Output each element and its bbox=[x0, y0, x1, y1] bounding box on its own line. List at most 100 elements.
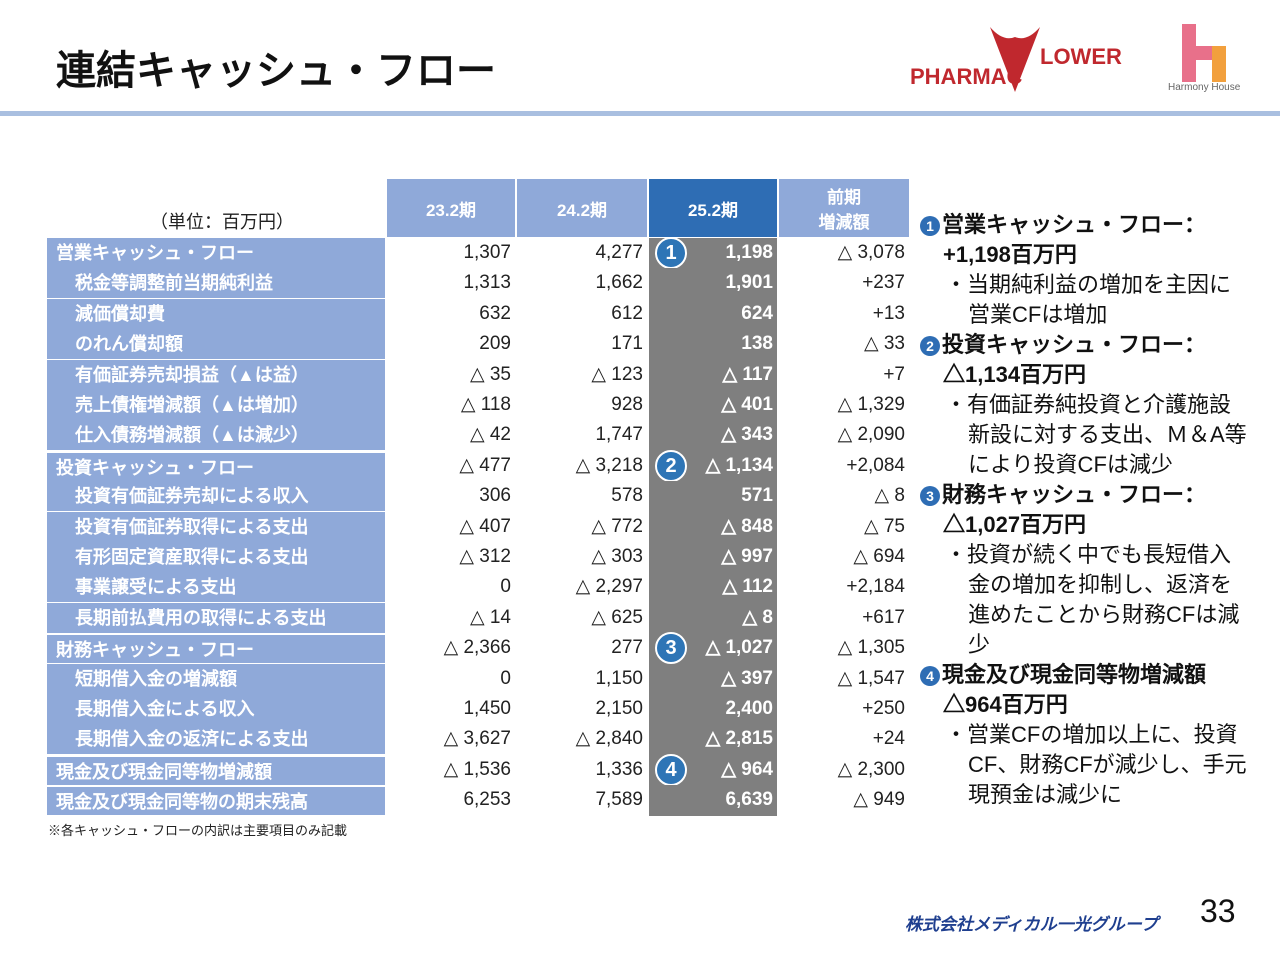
unit: （単位：百万円） bbox=[150, 212, 294, 232]
badge: 1 bbox=[655, 237, 687, 269]
note: ※各キャッシュ・フローの内訳は主要項目のみ記載 bbox=[48, 823, 348, 838]
cell-value: +13 bbox=[872, 302, 905, 324]
cell-value: 928 bbox=[611, 394, 643, 415]
cell-value: 2,150 bbox=[595, 698, 643, 719]
cell-value: △ 1,305 bbox=[837, 637, 905, 659]
heading-text: 投資キャッシュ・フロー： bbox=[942, 332, 1207, 357]
sidebar-body: ・投資が続く中でも長短借入金の増加を抑制し、返済を進めたことから財務CFは減少 bbox=[945, 542, 1240, 657]
logo-right: LOWER bbox=[1040, 44, 1122, 69]
cell-value: △ 625 bbox=[591, 606, 643, 628]
column-header: 前期 増減額 bbox=[779, 179, 909, 237]
cell-value: △ 8 bbox=[874, 485, 905, 507]
title: 連結キャッシュ・フロー bbox=[56, 49, 496, 93]
cell-value: 0 bbox=[500, 576, 511, 598]
cell-value: △ 694 bbox=[853, 546, 905, 567]
cell-value: △ 2,366 bbox=[443, 637, 511, 659]
cell-value: 306 bbox=[479, 485, 511, 507]
row-label: 有形固定資産取得による支出 bbox=[47, 542, 385, 572]
column-header-line: 前期 bbox=[827, 188, 861, 207]
cell-value: 571 bbox=[649, 481, 777, 513]
sidebar-body: ・当期純利益の増加を主因に営業CFは増加 bbox=[945, 272, 1232, 327]
cell-value: △ 33 bbox=[863, 333, 905, 355]
cell-value: △ 118 bbox=[460, 394, 511, 415]
cell-value: 0 bbox=[500, 667, 511, 689]
row-label: 財務キャッシュ・フロー bbox=[47, 633, 385, 664]
cell-value: 4,277 bbox=[595, 242, 643, 263]
cell-value: △ 35 bbox=[469, 363, 511, 385]
cell-value: △ 2,090 bbox=[837, 424, 905, 446]
row-label: 売上債権増減額（▲は増加） bbox=[47, 390, 385, 420]
heading-text: 営業キャッシュ・フロー： bbox=[942, 212, 1207, 237]
cell-value: △ 123 bbox=[591, 363, 643, 385]
row-label: 事業譲受による支出 bbox=[47, 572, 385, 603]
number-circle: 2 bbox=[920, 336, 940, 357]
cell-value: 1,662 bbox=[595, 272, 643, 294]
sidebar-body: ・営業CFの増加以上に、投資CF、財務CFが減少し、手元現預金は減少に bbox=[945, 722, 1247, 807]
badge: 3 bbox=[655, 632, 687, 665]
cell-value: △ 14 bbox=[469, 606, 511, 628]
logo-flower bbox=[990, 27, 1040, 92]
row-label: 長期借入金の返済による支出 bbox=[47, 724, 385, 755]
row-label: 長期借入金による収入 bbox=[47, 694, 385, 724]
cell-value: △ 3,627 bbox=[443, 728, 511, 750]
badge: 4 bbox=[655, 753, 687, 786]
cell-value: 1,336 bbox=[595, 758, 643, 780]
row-label: 投資キャッシュ・フロー bbox=[47, 450, 385, 481]
header-rule bbox=[0, 111, 1280, 116]
cell-value: △ 2,840 bbox=[575, 728, 643, 750]
cell-value: △ 2,297 bbox=[575, 576, 643, 598]
column-header: 24.2期 bbox=[517, 179, 647, 237]
sidebar-body: ・有価証券純投資と介護施設新設に対する支出、Ｍ＆A等により投資CFは減少 bbox=[945, 392, 1247, 477]
sidebar-heading: 2 投資キャッシュ・フロー： bbox=[920, 330, 1260, 360]
cell-value: △ 407 bbox=[459, 515, 511, 537]
sidebar: 1 営業キャッシュ・フロー： +1,198百万円 ・当期純利益の増加を主因に営業CFは… bbox=[920, 210, 1260, 810]
cell-value: 171 bbox=[611, 333, 643, 355]
page-number: 33 bbox=[1200, 893, 1236, 929]
sidebar-amount: △1,027百万円 bbox=[943, 512, 1087, 537]
cell-value: △ 397 bbox=[649, 663, 777, 695]
cell-value: △ 3,218 bbox=[575, 454, 643, 476]
cell-value: △ 949 bbox=[853, 789, 905, 811]
row-label: 長期前払費用の取得による支出 bbox=[47, 602, 385, 633]
cell-value: △ 2,815 bbox=[649, 724, 777, 756]
cell-value: 138 bbox=[649, 329, 777, 361]
cell-value: △ 772 bbox=[591, 515, 643, 537]
sidebar-heading: 3 財務キャッシュ・フロー： bbox=[920, 480, 1260, 510]
row-label: 有価証券売却損益（▲は益） bbox=[47, 359, 385, 390]
cell-value: 612 bbox=[611, 302, 643, 324]
cell-value: +250 bbox=[862, 698, 905, 719]
cell-value: 7,589 bbox=[595, 789, 643, 811]
row-label: 仕入債務増減額（▲は減少） bbox=[47, 420, 385, 451]
column-header-line: 増減額 bbox=[818, 213, 870, 232]
cell-value: 632 bbox=[479, 302, 511, 324]
cell-value: △ 1,329 bbox=[837, 394, 905, 415]
cell-value: +7 bbox=[883, 363, 905, 385]
cell-value: +237 bbox=[862, 272, 905, 294]
logo-h bbox=[1182, 24, 1226, 82]
cell-value: 1,313 bbox=[463, 272, 511, 294]
cell-value: 578 bbox=[611, 485, 643, 507]
cell-value: 6,253 bbox=[463, 789, 511, 811]
cell-value: 1,747 bbox=[595, 424, 643, 446]
cell-value: △ 75 bbox=[863, 515, 905, 537]
row-label: 減価償却費 bbox=[47, 298, 385, 329]
cell-value: △ 117 bbox=[649, 359, 777, 391]
logo-brand: Harmony House bbox=[1168, 82, 1241, 93]
heading-text: 財務キャッシュ・フロー： bbox=[942, 482, 1207, 507]
cell-value: +2,084 bbox=[846, 454, 905, 476]
cell-value: 1,150 bbox=[595, 667, 643, 689]
sidebar-heading: 4 現金及び現金同等物増減額 bbox=[920, 660, 1260, 690]
cell-value: +617 bbox=[862, 606, 905, 628]
number-circle: 3 bbox=[920, 486, 940, 507]
cell-value: +24 bbox=[872, 728, 905, 750]
cell-value: △ 343 bbox=[649, 420, 777, 452]
footer-company: 株式会社メディカル一光グループ bbox=[905, 915, 1158, 934]
cell-value: △ 112 bbox=[649, 572, 777, 604]
row-label: 営業キャッシュ・フロー bbox=[47, 238, 385, 268]
sidebar-heading: 1 営業キャッシュ・フロー： bbox=[920, 210, 1260, 240]
cell-value: △ 303 bbox=[591, 546, 643, 567]
row-label: 税金等調整前当期純利益 bbox=[47, 268, 385, 299]
column-header: 23.2期 bbox=[387, 179, 515, 237]
cell-value: 624 bbox=[649, 298, 777, 330]
